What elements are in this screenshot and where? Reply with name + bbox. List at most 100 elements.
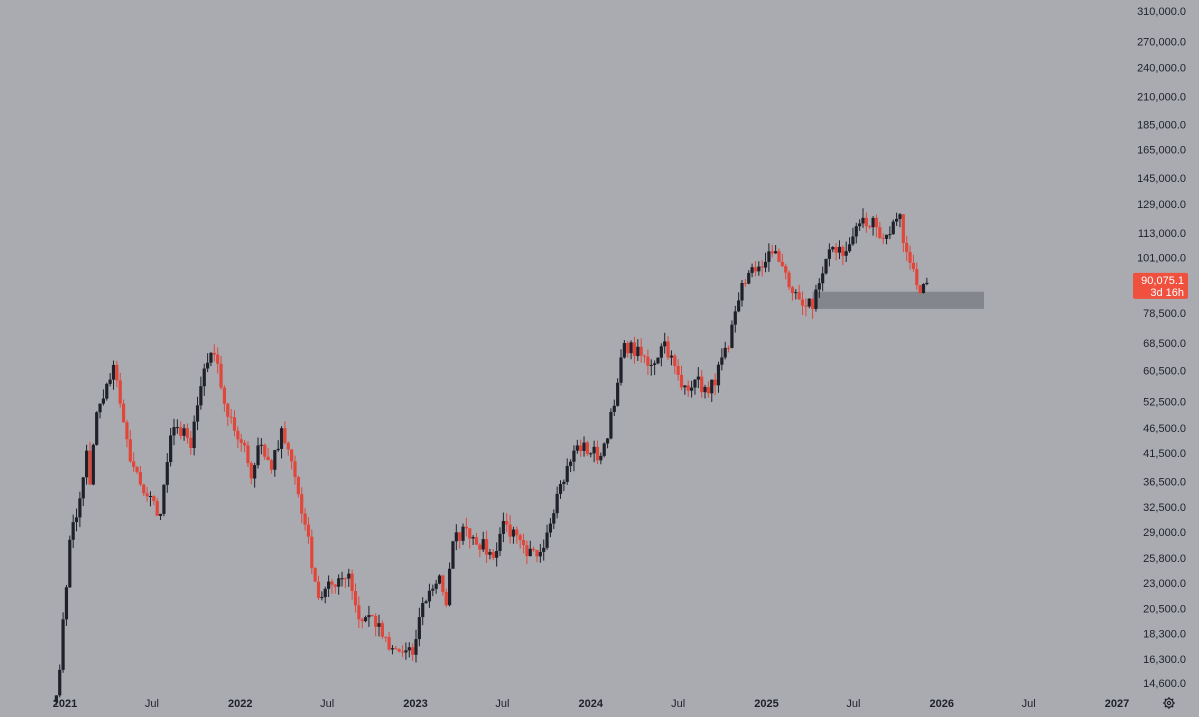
- candle[interactable]: [878, 221, 882, 240]
- candle[interactable]: [132, 452, 136, 473]
- candle[interactable]: [206, 353, 210, 373]
- candle[interactable]: [310, 529, 314, 575]
- candle[interactable]: [458, 531, 462, 549]
- candle[interactable]: [384, 636, 388, 642]
- candle[interactable]: [579, 439, 583, 457]
- candle[interactable]: [390, 645, 395, 655]
- candle[interactable]: [461, 523, 465, 545]
- candle[interactable]: [397, 648, 401, 653]
- candle[interactable]: [222, 385, 227, 412]
- candle[interactable]: [427, 583, 432, 608]
- candle[interactable]: [552, 509, 556, 530]
- candle[interactable]: [743, 278, 747, 287]
- candle[interactable]: [632, 336, 637, 364]
- candle[interactable]: [300, 487, 304, 524]
- candle[interactable]: [521, 533, 526, 554]
- candle[interactable]: [807, 298, 811, 309]
- candle[interactable]: [827, 243, 831, 267]
- candle[interactable]: [367, 605, 371, 627]
- candle[interactable]: [908, 245, 912, 270]
- candle[interactable]: [565, 458, 569, 485]
- candle[interactable]: [370, 614, 374, 617]
- candle[interactable]: [138, 466, 142, 487]
- candle[interactable]: [679, 365, 684, 391]
- candle[interactable]: [273, 449, 277, 477]
- candle[interactable]: [508, 515, 512, 544]
- candle[interactable]: [484, 530, 489, 563]
- candle[interactable]: [686, 380, 690, 397]
- candle[interactable]: [525, 540, 529, 565]
- candle[interactable]: [915, 262, 919, 290]
- candle[interactable]: [817, 278, 821, 298]
- candle[interactable]: [636, 339, 640, 361]
- candle[interactable]: [192, 415, 196, 456]
- candle[interactable]: [387, 631, 391, 651]
- candle[interactable]: [726, 345, 731, 353]
- candle[interactable]: [279, 426, 284, 459]
- candle[interactable]: [488, 548, 492, 560]
- candle[interactable]: [451, 540, 455, 569]
- candle[interactable]: [905, 235, 909, 261]
- candle[interactable]: [710, 379, 714, 403]
- candle[interactable]: [350, 569, 354, 600]
- candle[interactable]: [666, 336, 670, 360]
- candle[interactable]: [202, 363, 206, 396]
- candle[interactable]: [333, 584, 337, 594]
- candle[interactable]: [639, 338, 643, 363]
- candle[interactable]: [562, 479, 566, 492]
- candle[interactable]: [753, 261, 758, 277]
- candle[interactable]: [874, 214, 879, 238]
- candle[interactable]: [777, 248, 781, 263]
- candle[interactable]: [693, 379, 697, 395]
- candle[interactable]: [374, 613, 378, 637]
- candle[interactable]: [81, 477, 85, 507]
- candle[interactable]: [306, 517, 311, 544]
- candle[interactable]: [555, 486, 559, 519]
- candle[interactable]: [911, 254, 916, 272]
- candle[interactable]: [774, 245, 778, 254]
- candle[interactable]: [249, 461, 253, 485]
- support-zone-rect[interactable]: [812, 291, 984, 309]
- candle[interactable]: [78, 491, 82, 528]
- candle[interactable]: [723, 341, 727, 360]
- candle[interactable]: [800, 291, 805, 315]
- candle[interactable]: [918, 285, 922, 295]
- candle[interactable]: [417, 607, 421, 647]
- candle[interactable]: [609, 408, 613, 440]
- y-axis[interactable]: 310,000.0 270,000.0 240,000.0 210,000.0 185,…: [1137, 6, 1186, 690]
- candle[interactable]: [689, 380, 694, 398]
- candle[interactable]: [616, 378, 620, 407]
- candle[interactable]: [105, 382, 109, 401]
- candle[interactable]: [115, 360, 119, 388]
- candle[interactable]: [737, 292, 741, 313]
- candle[interactable]: [343, 577, 348, 588]
- candle[interactable]: [256, 437, 260, 469]
- candle[interactable]: [847, 237, 852, 253]
- candle[interactable]: [511, 526, 516, 544]
- candle[interactable]: [421, 597, 425, 626]
- candle[interactable]: [91, 443, 95, 486]
- candle[interactable]: [431, 584, 435, 597]
- candle[interactable]: [673, 353, 677, 375]
- candle[interactable]: [135, 465, 139, 475]
- candle[interactable]: [858, 219, 862, 231]
- candle[interactable]: [767, 243, 771, 272]
- candle[interactable]: [810, 298, 815, 319]
- candle[interactable]: [253, 462, 257, 488]
- candle[interactable]: [716, 361, 721, 393]
- candle[interactable]: [757, 261, 761, 276]
- candle[interactable]: [98, 403, 102, 419]
- candle[interactable]: [437, 574, 442, 585]
- candle[interactable]: [481, 531, 485, 553]
- candle[interactable]: [921, 283, 926, 294]
- candle[interactable]: [854, 222, 858, 244]
- candle[interactable]: [653, 360, 657, 376]
- candle[interactable]: [548, 518, 553, 538]
- candle[interactable]: [239, 433, 243, 452]
- candle[interactable]: [175, 419, 179, 434]
- candle[interactable]: [363, 615, 368, 623]
- candle[interactable]: [353, 583, 358, 613]
- candle[interactable]: [316, 575, 321, 601]
- candle[interactable]: [844, 241, 848, 262]
- candle[interactable]: [696, 367, 700, 389]
